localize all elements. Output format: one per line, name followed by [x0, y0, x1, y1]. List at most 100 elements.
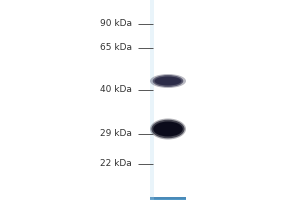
Bar — [150, 198, 186, 200]
Bar — [150, 198, 186, 200]
Bar — [150, 198, 186, 200]
Bar — [150, 197, 186, 199]
Bar — [150, 198, 186, 200]
Bar — [150, 198, 186, 200]
Bar — [150, 198, 186, 200]
Bar — [150, 197, 186, 199]
Bar — [150, 197, 186, 199]
Text: 90 kDa: 90 kDa — [100, 20, 132, 28]
Text: 40 kDa: 40 kDa — [100, 85, 132, 94]
Bar — [150, 198, 186, 199]
Bar — [150, 198, 186, 199]
Bar — [150, 198, 186, 200]
Bar — [150, 197, 186, 199]
Bar — [150, 197, 186, 199]
Ellipse shape — [150, 118, 186, 140]
Bar — [150, 198, 186, 200]
Bar — [150, 198, 186, 200]
Bar — [150, 197, 186, 199]
Ellipse shape — [152, 120, 184, 138]
Bar — [150, 198, 186, 200]
Bar — [150, 197, 186, 199]
Bar — [150, 197, 186, 199]
Bar — [150, 197, 186, 199]
Bar — [150, 198, 186, 200]
Bar — [150, 197, 186, 199]
Bar — [150, 198, 186, 200]
Bar — [150, 198, 186, 200]
Bar — [150, 198, 186, 200]
Bar — [150, 197, 186, 199]
Bar — [150, 198, 186, 200]
Bar — [150, 197, 186, 199]
Bar — [150, 198, 186, 200]
Bar — [150, 198, 186, 199]
Bar — [150, 197, 186, 199]
Bar — [150, 198, 186, 199]
Bar — [150, 198, 186, 200]
Bar — [150, 198, 186, 199]
Bar — [150, 198, 186, 200]
Bar — [150, 197, 186, 199]
Bar — [150, 198, 186, 200]
Bar — [150, 198, 186, 200]
Bar — [150, 198, 186, 199]
Bar — [150, 197, 186, 199]
Bar — [150, 198, 186, 199]
Bar — [150, 198, 186, 200]
Bar — [150, 198, 186, 200]
Bar — [150, 197, 186, 199]
Bar — [150, 198, 186, 200]
Bar — [150, 198, 186, 199]
Bar — [150, 197, 186, 199]
Bar — [150, 197, 186, 199]
Bar — [150, 198, 186, 199]
Bar — [150, 198, 186, 200]
Bar — [150, 198, 186, 200]
Bar — [150, 197, 186, 199]
Bar — [150, 197, 186, 199]
Bar — [150, 198, 186, 200]
Bar — [150, 198, 186, 199]
Bar — [150, 198, 186, 199]
Bar — [150, 197, 186, 199]
Bar — [150, 197, 186, 199]
Bar — [150, 198, 186, 200]
Bar — [150, 198, 186, 200]
Bar — [150, 197, 186, 199]
Bar — [150, 197, 186, 199]
Bar — [150, 197, 186, 199]
Bar — [150, 198, 186, 200]
Bar — [150, 198, 186, 200]
Bar — [150, 198, 186, 200]
Bar — [150, 198, 186, 200]
Bar — [150, 198, 186, 199]
Bar — [150, 197, 186, 199]
Bar — [150, 197, 186, 199]
Bar — [150, 198, 186, 199]
Bar — [150, 198, 186, 199]
Bar — [150, 198, 186, 199]
Bar — [150, 198, 186, 200]
Bar — [150, 198, 186, 200]
Bar — [150, 197, 186, 199]
Bar — [150, 197, 186, 199]
Bar — [150, 197, 186, 199]
Bar — [150, 198, 186, 199]
Bar — [150, 198, 186, 199]
Bar — [150, 198, 186, 200]
Bar — [150, 198, 186, 199]
Bar — [150, 197, 186, 199]
Bar — [150, 197, 186, 199]
Bar — [150, 198, 186, 200]
Bar — [150, 197, 186, 199]
Bar — [150, 197, 186, 199]
Bar — [150, 198, 186, 200]
Bar — [150, 198, 186, 199]
Bar — [150, 197, 186, 199]
Bar — [150, 197, 186, 199]
Bar — [150, 198, 186, 200]
Bar — [150, 197, 186, 199]
Bar — [150, 198, 186, 200]
Bar — [150, 0, 154, 200]
